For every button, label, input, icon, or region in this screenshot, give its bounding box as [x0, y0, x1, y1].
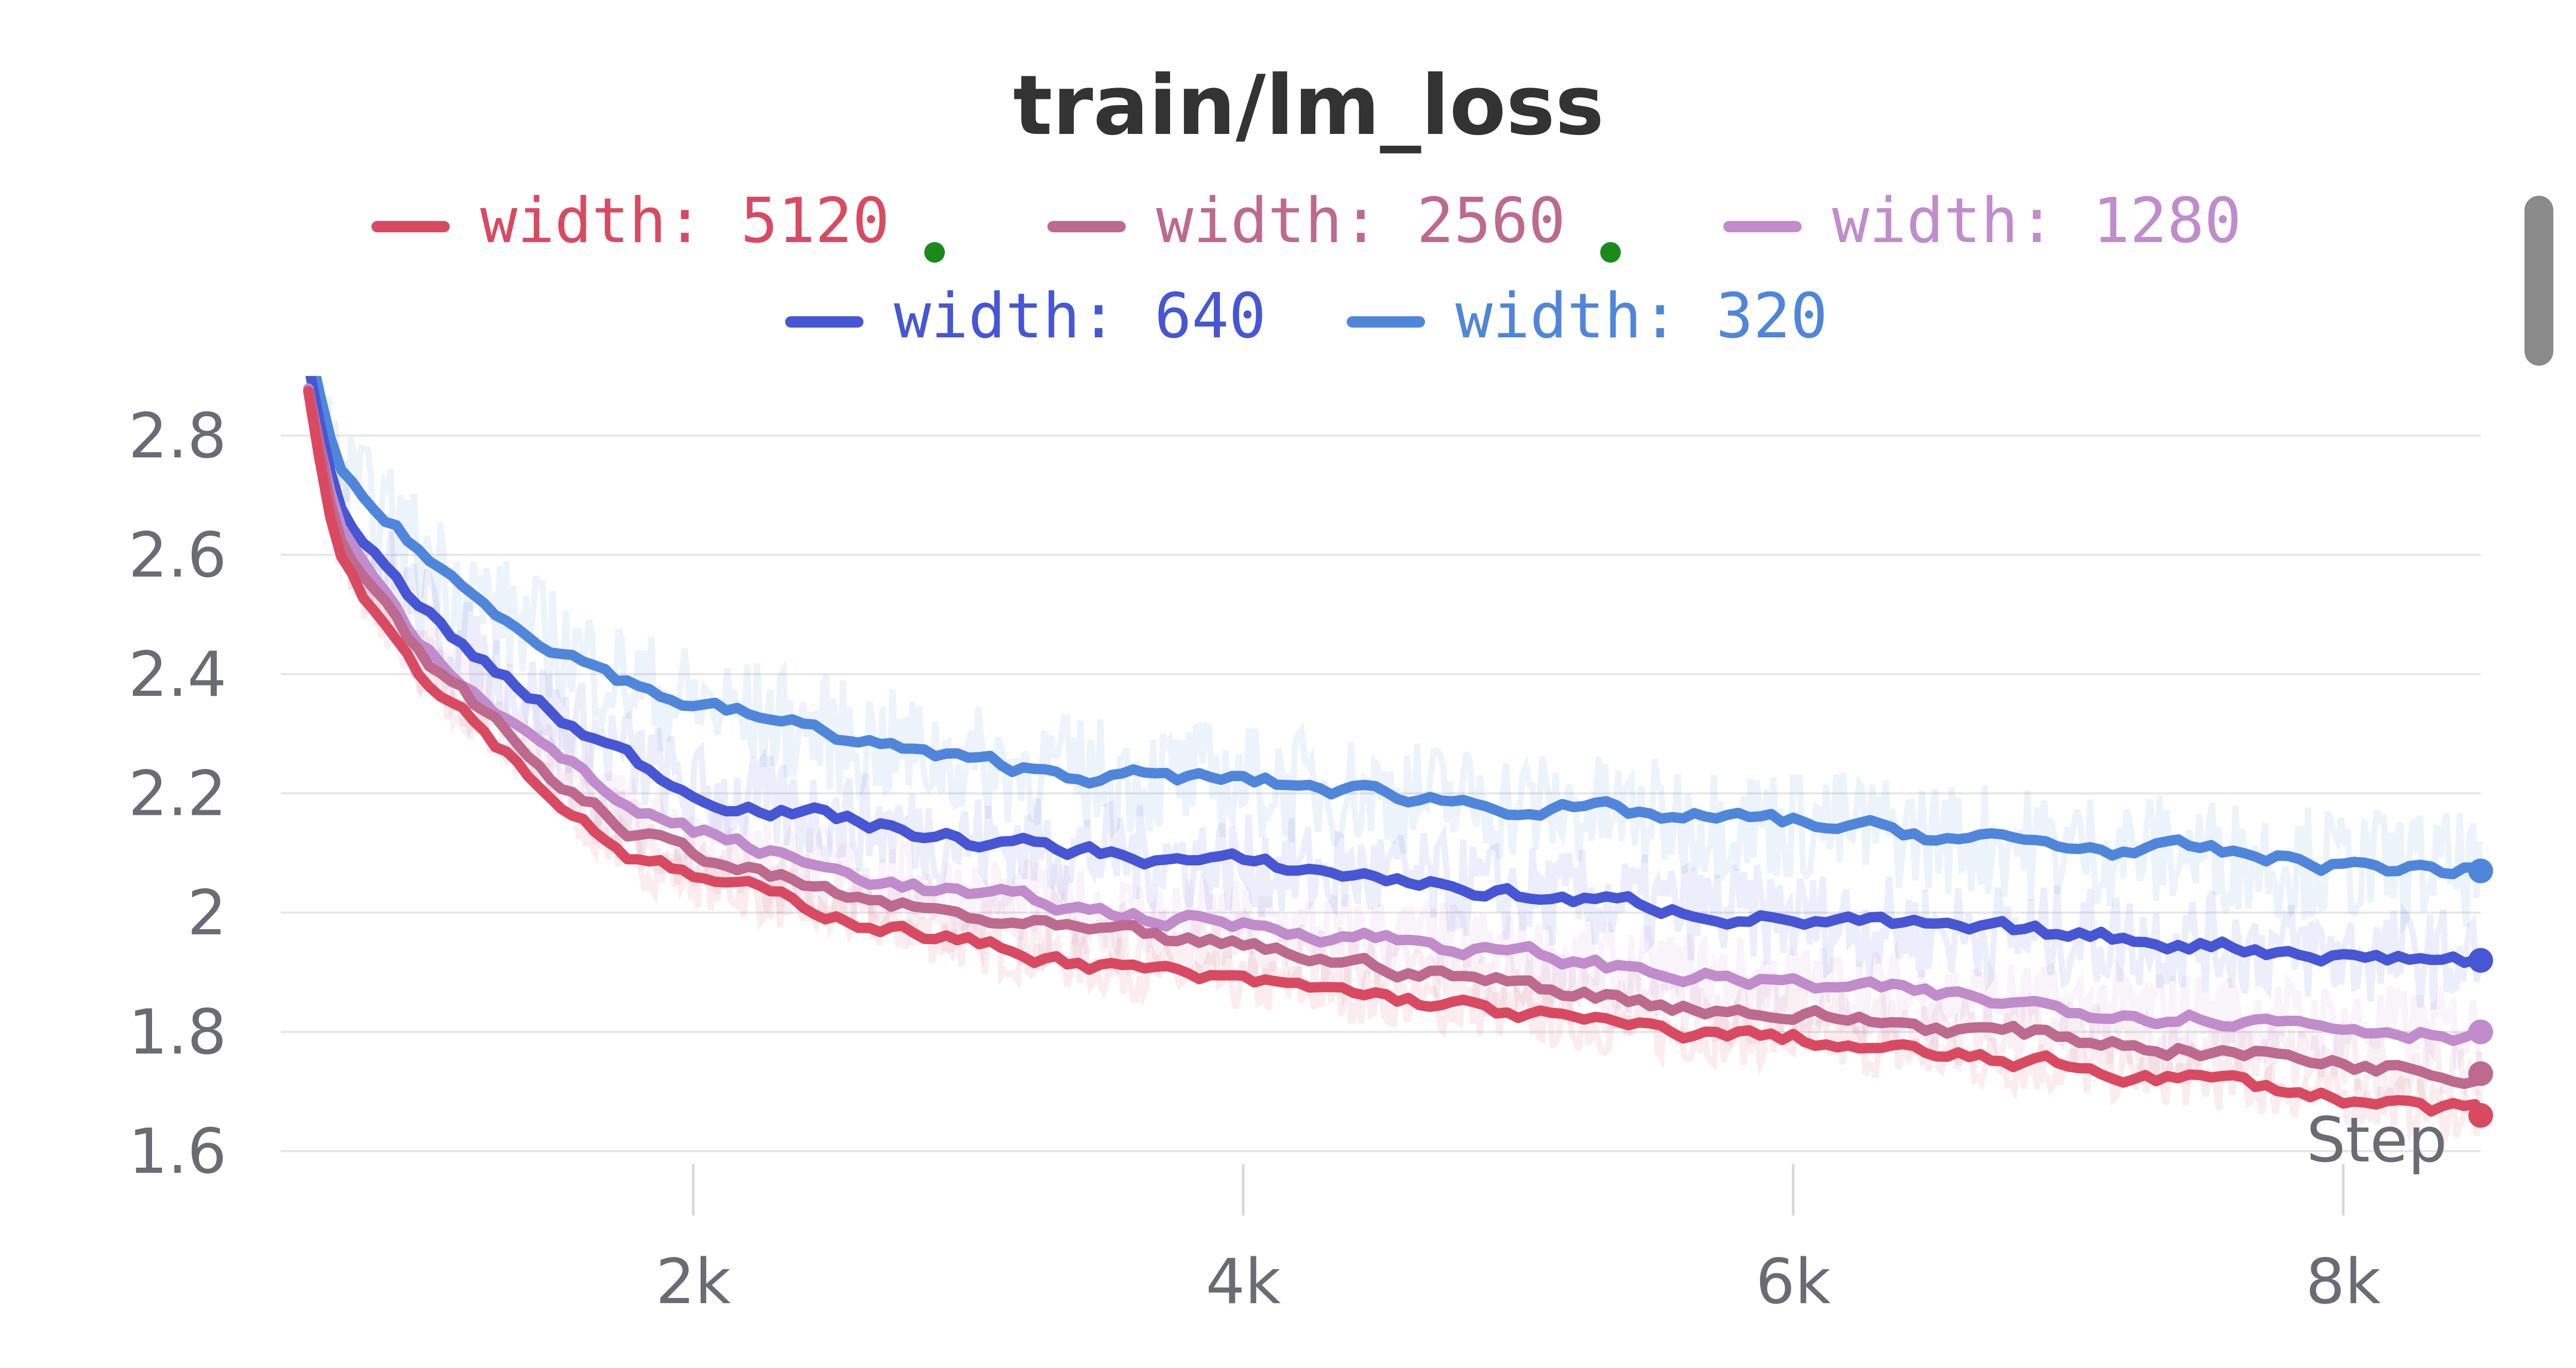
x-tick-label: 6k [1756, 1246, 1831, 1318]
series-line [305, 376, 2481, 968]
legend-label: width: 640 [894, 281, 1266, 352]
series-raw-trace [306, 376, 2483, 1069]
y-axis: 1.6 1.8 2 2.2 2.4 2.6 2.8 [128, 401, 227, 1188]
legend-item[interactable]: width: 2560 [1047, 185, 1621, 263]
series-line [310, 376, 2481, 880]
scrollbar-thumb[interactable] [2524, 196, 2553, 366]
y-tick-label: 2.8 [128, 401, 227, 472]
series-endpoint [2468, 1103, 2493, 1128]
y-tick-label: 1.6 [128, 1116, 227, 1188]
series-endpoint [2468, 948, 2493, 973]
legend-label: width: 5120 [480, 185, 890, 257]
series-raw-trace [305, 386, 2483, 1010]
y-tick-label: 2.6 [128, 520, 227, 591]
series-endpoints [2468, 858, 2493, 1128]
legend-label: width: 320 [1455, 281, 1827, 352]
series-endpoint [2468, 858, 2493, 883]
y-tick-label: 2.2 [128, 758, 227, 830]
legend-marker-dot [1600, 242, 1621, 263]
series-endpoint [2468, 1061, 2493, 1086]
legend-marker-dot [924, 242, 945, 263]
x-tick-label: 8k [2306, 1246, 2381, 1318]
x-tick-label: 4k [1206, 1246, 1281, 1318]
series-endpoint [2468, 1019, 2493, 1045]
legend-label: width: 1280 [1832, 185, 2242, 257]
legend-item[interactable]: width: 1280 [1723, 185, 2242, 257]
x-tick-label: 2k [656, 1246, 731, 1318]
x-axis-label: Step [2307, 1105, 2447, 1176]
series-lines [303, 376, 2481, 1117]
y-tick-label: 2.4 [128, 639, 227, 711]
y-tick-label: 1.8 [128, 997, 227, 1068]
legend-item[interactable]: width: 5120 [371, 185, 945, 263]
legend: width: 5120 width: 2560 width: 1280width: … [371, 185, 2242, 352]
legend-item[interactable]: width: 640 [785, 281, 1266, 352]
y-tick-label: 2 [188, 878, 227, 949]
legend-label: width: 2560 [1156, 185, 1566, 257]
legend-item[interactable]: width: 320 [1347, 281, 1827, 352]
series-line [303, 386, 2481, 1117]
raw-series-noise [305, 376, 2483, 1151]
chart-title: train/lm_loss [1013, 57, 1604, 153]
x-axis: 2k 4k 6k 8k [656, 1164, 2381, 1318]
series-line [303, 386, 2481, 1089]
series-line [303, 383, 2481, 1046]
